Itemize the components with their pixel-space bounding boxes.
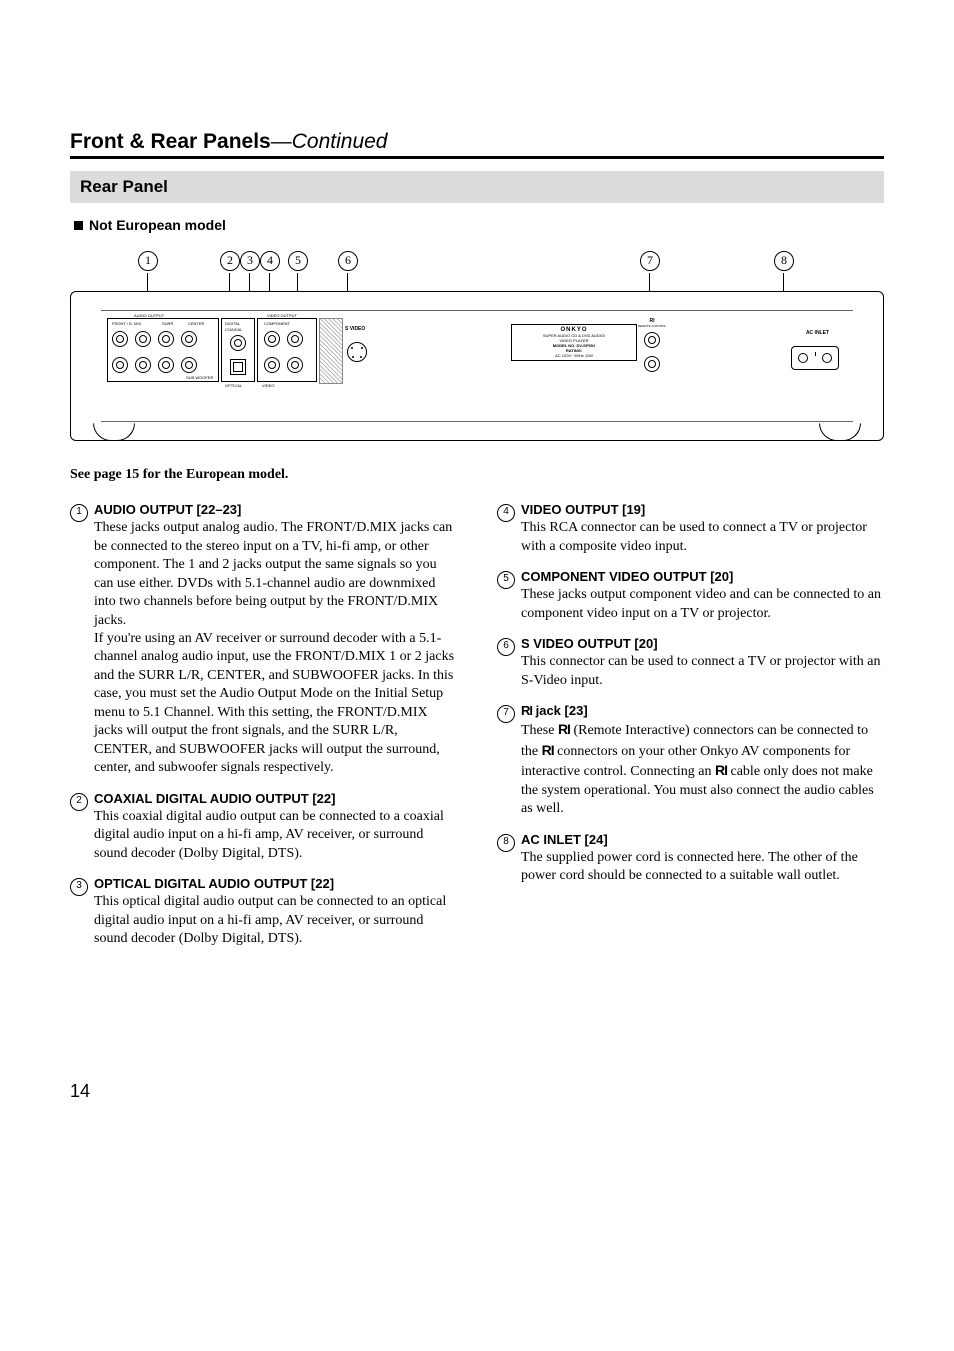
label-optical-bottom: OPTICAL (225, 383, 242, 388)
item-2: 2 COAXIAL DIGITAL AUDIO OUTPUT [22] This… (70, 790, 457, 874)
jack (112, 331, 128, 347)
jack (264, 357, 280, 373)
item-number: 1 (70, 504, 88, 522)
item-title: AC INLET [24] (521, 831, 884, 848)
label-coaxial: COAXIAL (225, 327, 242, 332)
item-7: 7 RI jack [23] These RI (Remote Interact… (497, 702, 884, 829)
page: Front & Rear Panels—Continued Rear Panel… (0, 0, 954, 1142)
item-title: S VIDEO OUTPUT [20] (521, 635, 884, 652)
callout-6: 6 (338, 251, 358, 271)
item-number: 7 (497, 705, 515, 723)
item-title: COMPONENT VIDEO OUTPUT [20] (521, 568, 884, 585)
label-center: CENTER (188, 321, 204, 326)
item-desc: This RCA connector can be used to connec… (521, 519, 884, 556)
continued-label: —Continued (271, 130, 388, 153)
item-title: OPTICAL DIGITAL AUDIO OUTPUT [22] (94, 875, 457, 892)
label-ac-inlet: AC INLET (806, 330, 829, 336)
item-number: 8 (497, 834, 515, 852)
item-number: 6 (497, 638, 515, 656)
item-title: COAXIAL DIGITAL AUDIO OUTPUT [22] (94, 790, 457, 807)
rear-panel-diagram: 1 2 3 4 5 6 7 8 AUDIO OUTPUT FRONT / D. … (70, 251, 884, 441)
jack (264, 331, 280, 347)
jack (181, 331, 197, 347)
item-desc: These jacks output analog audio. The FRO… (94, 519, 457, 778)
jack (181, 357, 197, 373)
label-audio-output: AUDIO OUTPUT (132, 313, 166, 318)
model-plate: ONKYO SUPER AUDIO CD & DVD AUDIO/ VIDEO … (511, 324, 637, 361)
item-desc: These RI (Remote Interactive) connectors… (521, 720, 884, 818)
rule (70, 156, 884, 159)
vent-hatched (319, 318, 343, 384)
ri-box: RI REMOTE CONTROL (637, 318, 667, 372)
sub-heading: Not European model (74, 217, 884, 233)
digital-box: DIGITAL COAXIAL OPTICAL (221, 318, 255, 382)
jack-ri-1 (644, 332, 660, 348)
callout-5: 5 (288, 251, 308, 271)
label-video: VIDEO (262, 383, 274, 388)
jack (135, 331, 151, 347)
item-3: 3 OPTICAL DIGITAL AUDIO OUTPUT [22] This… (70, 875, 457, 959)
jack-coaxial (230, 335, 246, 351)
item-desc: The supplied power cord is connected her… (521, 849, 884, 886)
item-desc: This optical digital audio output can be… (94, 893, 457, 948)
label-svideo: S VIDEO (345, 326, 365, 332)
callout-7: 7 (640, 251, 660, 271)
item-title: RI jack [23] (521, 702, 884, 719)
description-columns: 1 AUDIO OUTPUT [22–23] These jacks outpu… (70, 501, 884, 961)
ri-icon: RI (521, 703, 532, 718)
section-title: Rear Panel (70, 171, 884, 203)
jack-ri-2 (644, 356, 660, 372)
right-column: 4 VIDEO OUTPUT [19] This RCA connector c… (497, 501, 884, 961)
foot-right (819, 423, 861, 441)
left-column: 1 AUDIO OUTPUT [22–23] These jacks outpu… (70, 501, 457, 961)
item-desc: This connector can be used to connect a … (521, 653, 884, 690)
item-number: 4 (497, 504, 515, 522)
jack-optical (230, 359, 246, 375)
item-title: AUDIO OUTPUT [22–23] (94, 501, 457, 518)
jack (158, 357, 174, 373)
callout-row: 1 2 3 4 5 6 7 8 (70, 251, 884, 291)
page-title: Front & Rear Panels (70, 130, 271, 153)
bullet-icon (74, 221, 83, 230)
label-surr: SURR (162, 321, 173, 326)
item-5: 5 COMPONENT VIDEO OUTPUT [20] These jack… (497, 568, 884, 633)
callout-3: 3 (240, 251, 260, 271)
item-8: 8 AC INLET [24] The supplied power cord … (497, 831, 884, 896)
callout-4: 4 (260, 251, 280, 271)
item-4: 4 VIDEO OUTPUT [19] This RCA connector c… (497, 501, 884, 566)
jack (112, 357, 128, 373)
item-desc: This coaxial digital audio output can be… (94, 808, 457, 863)
sub-heading-text: Not European model (89, 217, 226, 233)
jack (287, 357, 303, 373)
breadcrumb: Front & Rear Panels—Continued (70, 130, 884, 156)
callout-8: 8 (774, 251, 794, 271)
label-component: COMPONENT (264, 321, 290, 326)
foot-left (93, 423, 135, 441)
label-remote: REMOTE CONTROL (637, 324, 667, 328)
callout-1: 1 (138, 251, 158, 271)
label-video-output: VIDEO OUTPUT (266, 313, 298, 318)
jack (158, 331, 174, 347)
rear-panel-outline: AUDIO OUTPUT FRONT / D. MIX SURR CENTER … (70, 291, 884, 441)
item-title: VIDEO OUTPUT [19] (521, 501, 884, 518)
jack (287, 331, 303, 347)
item-1: 1 AUDIO OUTPUT [22–23] These jacks outpu… (70, 501, 457, 788)
label-digital: DIGITAL (225, 321, 240, 326)
item-number: 3 (70, 878, 88, 896)
item-number: 5 (497, 571, 515, 589)
page-number: 14 (70, 1081, 884, 1102)
ac-inlet-socket (791, 346, 839, 370)
label-subwoofer: SUB WOOFER (186, 375, 213, 380)
label-front-dmix: FRONT / D. MIX (112, 321, 141, 326)
rating-value: AC 120V~ 60Hz 11W (518, 353, 630, 358)
jack (135, 357, 151, 373)
jack-svideo (347, 342, 367, 362)
video-output-box: VIDEO OUTPUT COMPONENT VIDEO (257, 318, 317, 382)
diagram-caption: See page 15 for the European model. (70, 467, 884, 483)
item-desc: These jacks output component video and c… (521, 586, 884, 623)
audio-output-box: AUDIO OUTPUT FRONT / D. MIX SURR CENTER … (107, 318, 219, 382)
item-6: 6 S VIDEO OUTPUT [20] This connector can… (497, 635, 884, 700)
callout-2: 2 (220, 251, 240, 271)
item-number: 2 (70, 793, 88, 811)
